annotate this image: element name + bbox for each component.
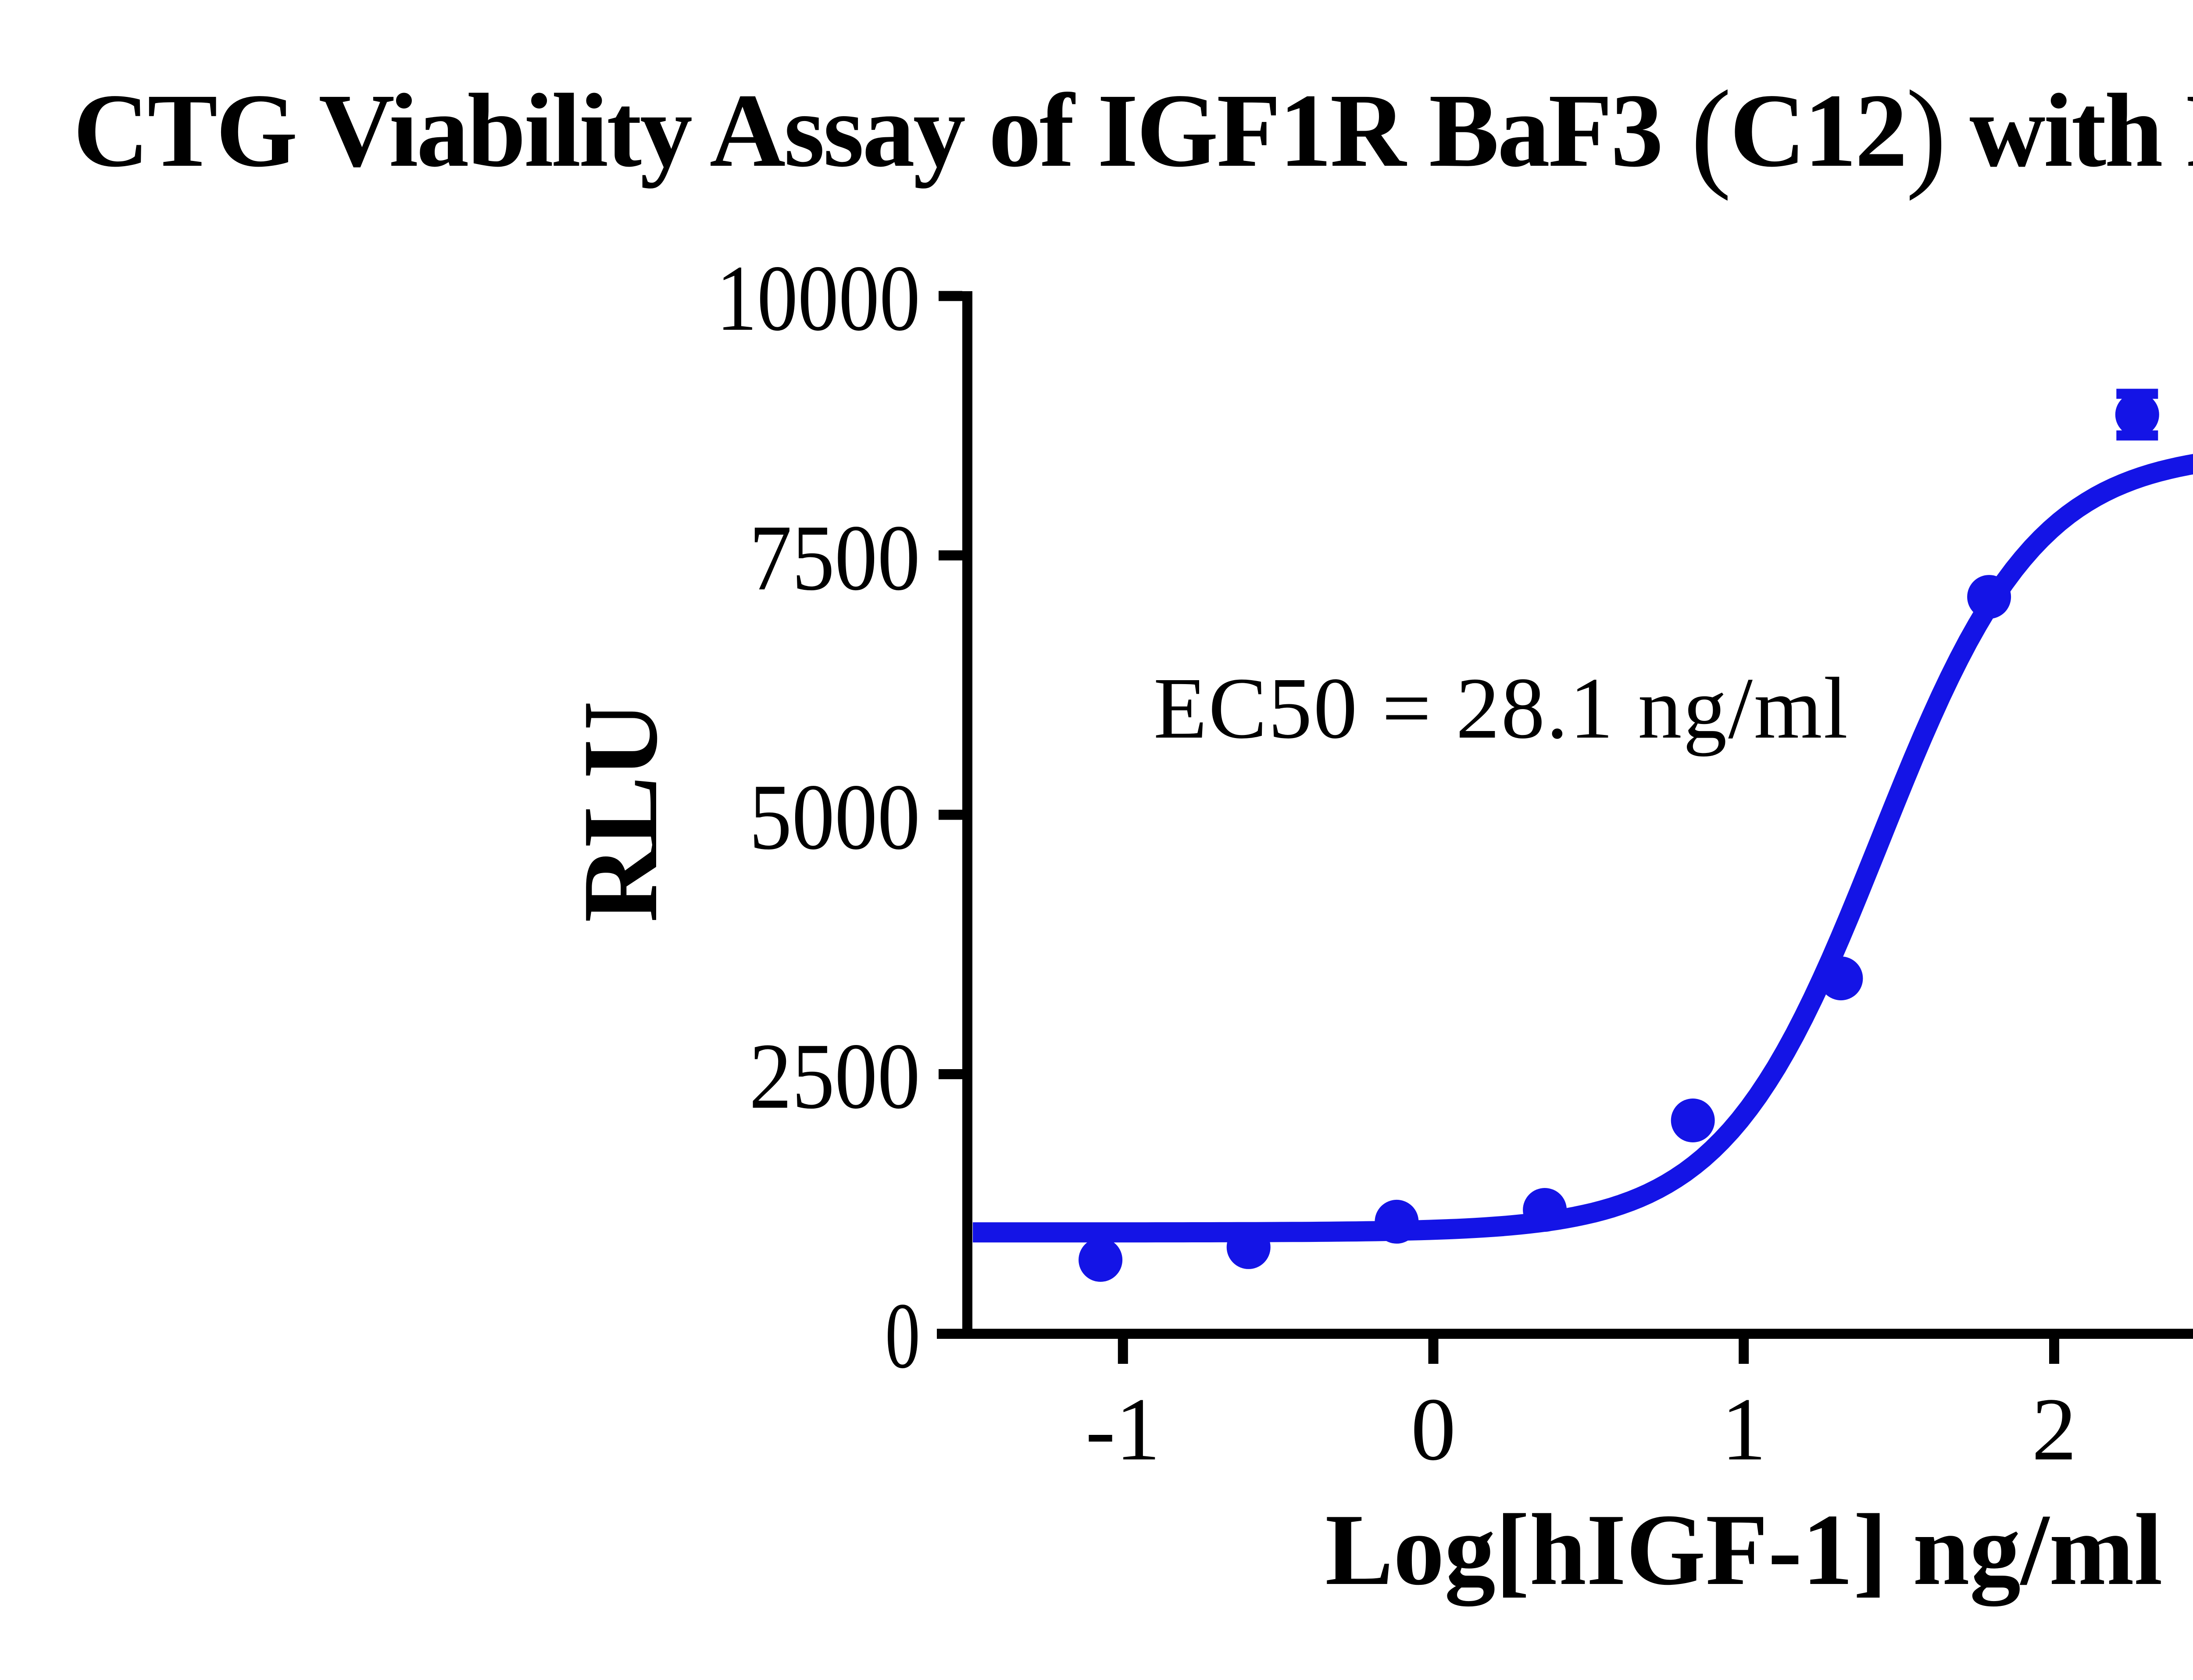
svg-text:0: 0 — [885, 1283, 920, 1388]
svg-text:CTG Viability Assay of IGF1R B: CTG Viability Assay of IGF1R BaF3 (C12) … — [73, 65, 2193, 201]
svg-text:EC50 = 28.1 ng/ml: EC50 = 28.1 ng/ml — [1154, 660, 1849, 757]
svg-text:7500: 7500 — [749, 505, 920, 610]
svg-text:Log[hIGF-1] ng/ml: Log[hIGF-1] ng/ml — [1325, 1493, 2162, 1607]
svg-text:5000: 5000 — [749, 764, 920, 869]
svg-text:2: 2 — [2032, 1380, 2077, 1479]
svg-text:-1: -1 — [1086, 1380, 1161, 1479]
svg-text:2500: 2500 — [749, 1024, 920, 1128]
svg-text:1: 1 — [1722, 1380, 1767, 1479]
svg-text:10000: 10000 — [716, 246, 920, 350]
svg-text:0: 0 — [1411, 1380, 1456, 1479]
svg-text:RLU: RLU — [561, 703, 679, 922]
